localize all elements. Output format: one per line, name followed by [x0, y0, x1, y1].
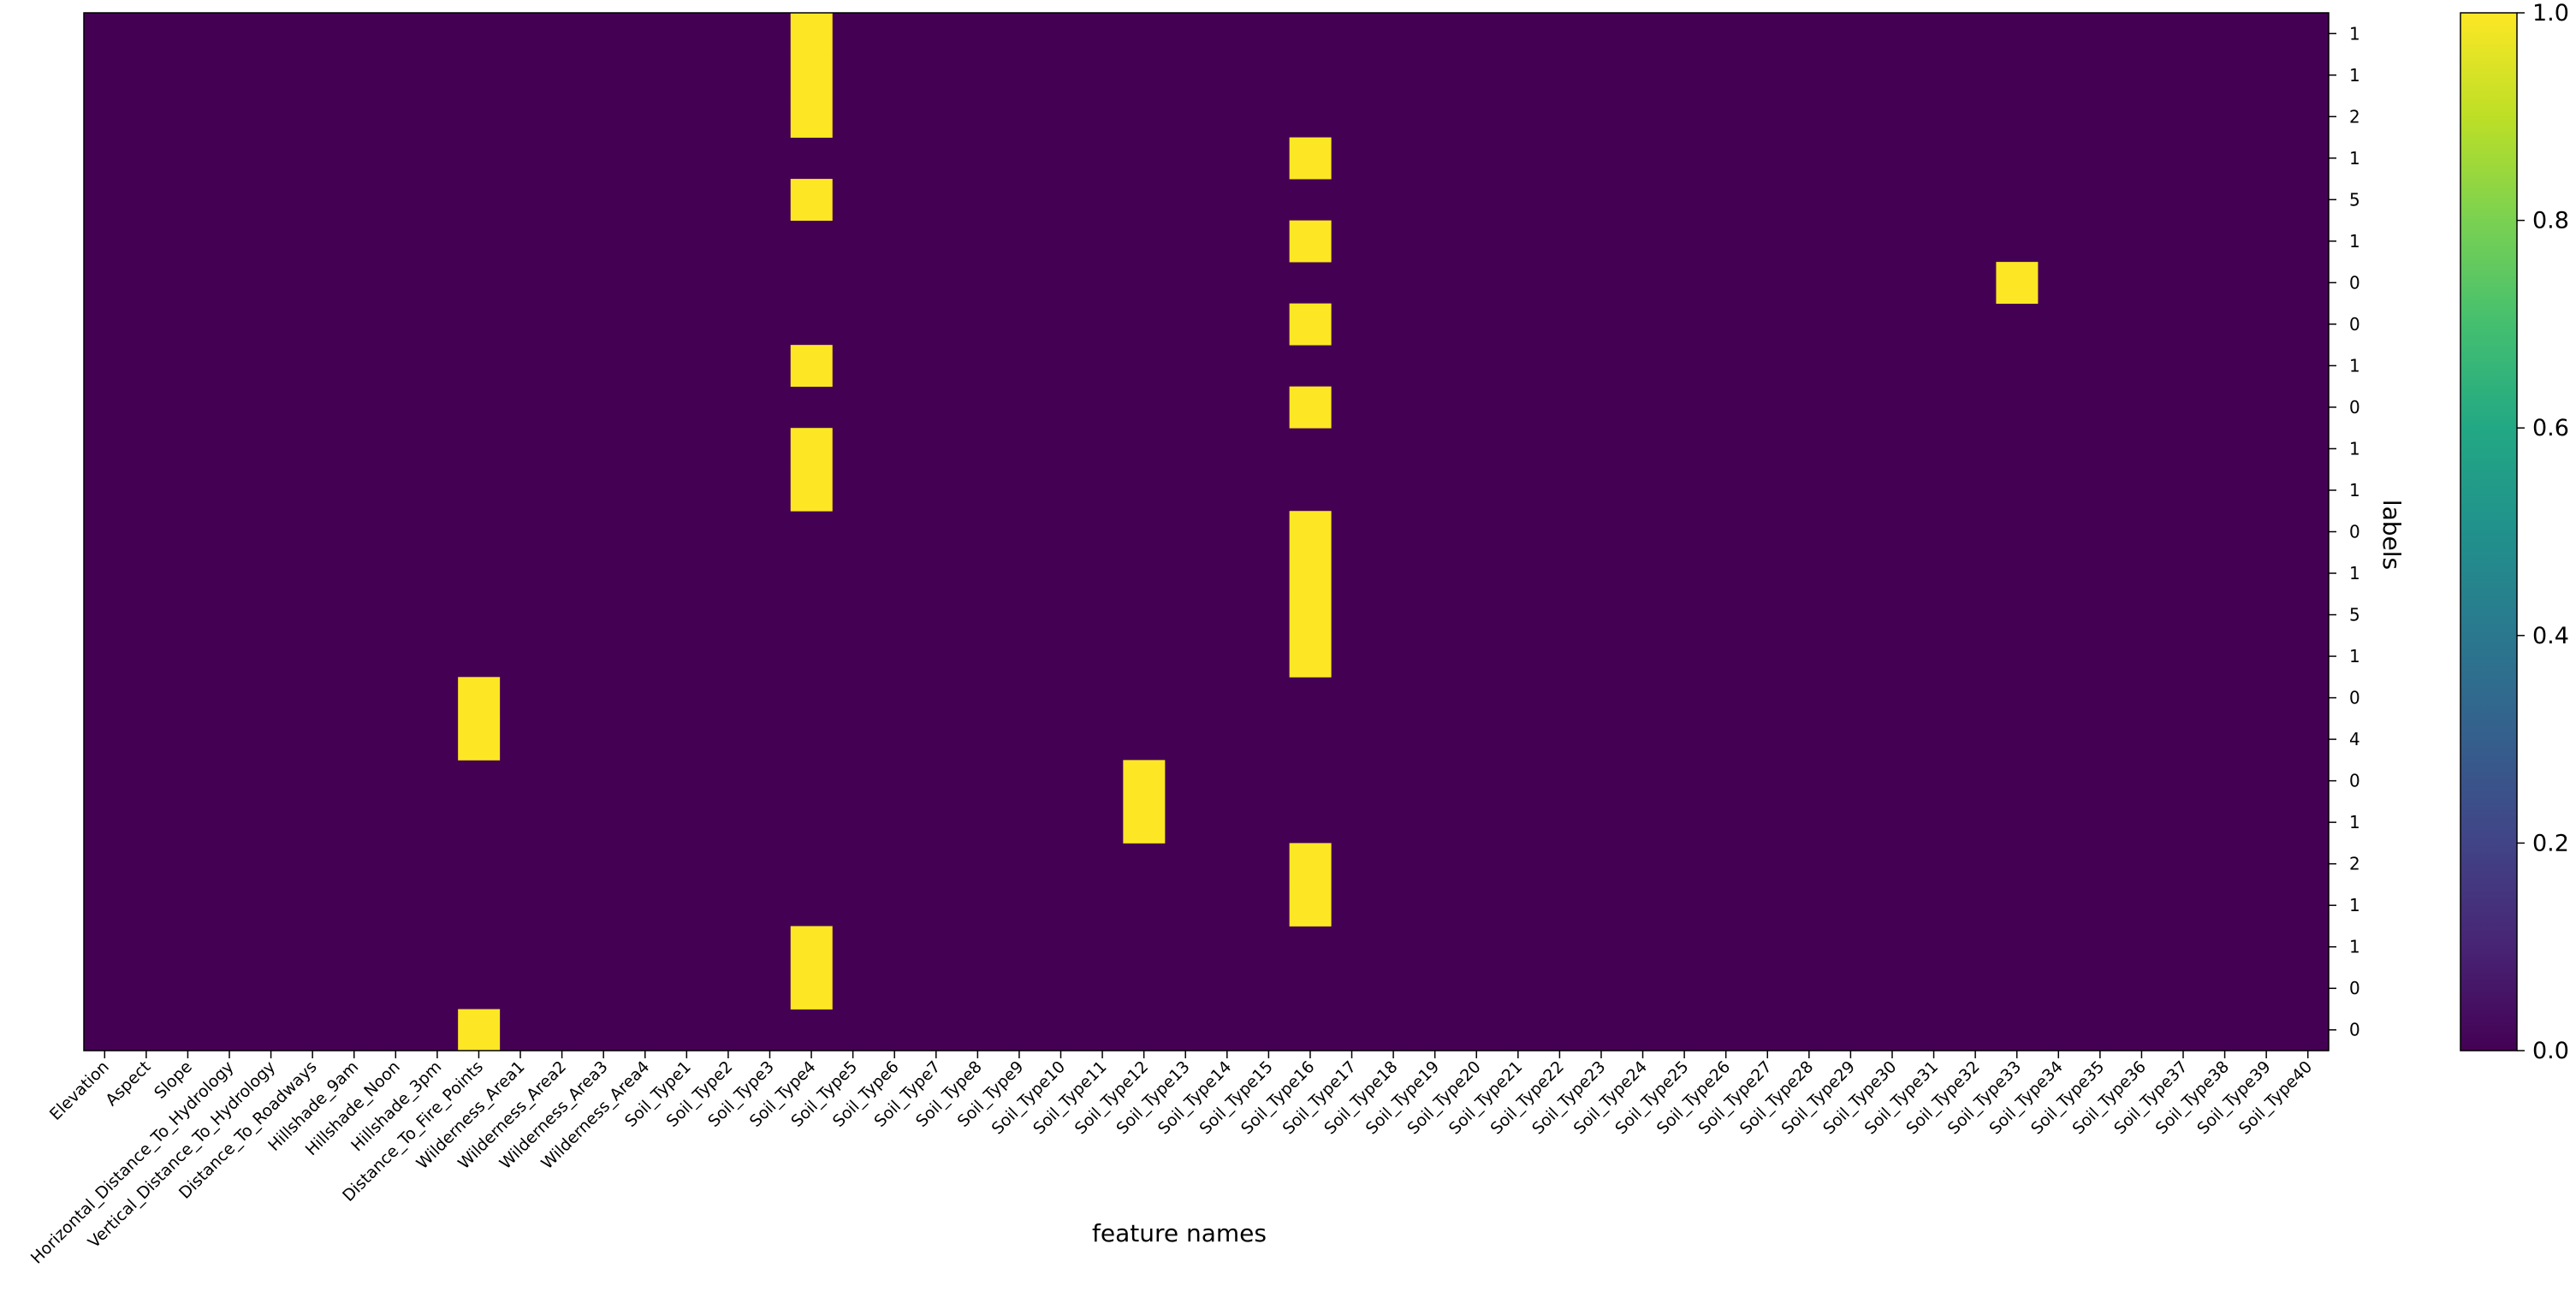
y-tick-label: 0	[2349, 1020, 2360, 1040]
colorbar	[2460, 12, 2518, 1051]
y-tick-label: 1	[2349, 895, 2360, 915]
heatmap-cell	[1123, 801, 1166, 844]
y-axis-label: labels	[2377, 500, 2406, 570]
heatmap-cell	[1289, 594, 1332, 637]
heatmap-cell	[458, 677, 501, 720]
heatmap-cell	[1289, 843, 1332, 886]
colorbar-ticks: 0.0 0.2 0.4 0.6 0.8 1.0	[2517, 0, 2569, 1064]
colorbar-tick-label: 1.0	[2532, 0, 2569, 27]
y-tick-label: 1	[2349, 480, 2360, 500]
y-tick-label: 5	[2349, 605, 2360, 625]
y-tick-label: 0	[2349, 397, 2360, 418]
y-tick-label: 1	[2349, 231, 2360, 252]
y-tick-label: 1	[2349, 646, 2360, 666]
colorbar-tick-label: 0.6	[2532, 415, 2569, 441]
heatmap-cell	[1289, 511, 1332, 554]
heatmap-cell	[790, 926, 833, 968]
heatmap-cell	[790, 54, 833, 97]
heatmap-cell	[1996, 262, 2039, 305]
heatmap-cell	[1123, 760, 1166, 803]
heatmap-cell	[1289, 552, 1332, 595]
y-tick-label: 1	[2349, 65, 2360, 86]
heatmap-cell	[1289, 220, 1332, 263]
y-tick-label: 2	[2349, 854, 2360, 874]
y-tick-label: 0	[2349, 978, 2360, 998]
colorbar-tick-label: 0.0	[2532, 1038, 2569, 1064]
heatmap-cell	[790, 179, 833, 221]
y-tick-label: 1	[2349, 438, 2360, 459]
x-axis-label: feature names	[1092, 1219, 1267, 1247]
y-tick-label: 1	[2349, 23, 2360, 44]
x-tick-label: Elevation	[46, 1057, 113, 1124]
heatmap-cell	[1289, 386, 1332, 429]
y-axis-ticks: 1 1 2 1 5 1 0 0 1 0 1 1 0 1 5 1 0 4 0 1 2 1 1 0 0	[2329, 23, 2360, 1040]
heatmap-cells	[458, 13, 2039, 1051]
y-tick-label: 1	[2349, 937, 2360, 957]
x-tick-label: Aspect	[102, 1057, 154, 1110]
heatmap-cell	[458, 718, 501, 761]
y-tick-label: 0	[2349, 272, 2360, 293]
heatmap-cell	[1289, 884, 1332, 927]
y-tick-label: 0	[2349, 522, 2360, 542]
heatmap-cell	[790, 96, 833, 138]
heatmap-cell	[458, 1009, 501, 1051]
y-tick-label: 0	[2349, 314, 2360, 335]
y-tick-label: 0	[2349, 688, 2360, 708]
heatmap-cell	[1289, 303, 1332, 346]
heatmap-cell	[790, 428, 833, 471]
heatmap-cell	[790, 469, 833, 512]
colorbar-tick-label: 0.4	[2532, 623, 2569, 649]
heatmap-cell	[1289, 137, 1332, 180]
colorbar-tick-label: 0.2	[2532, 830, 2569, 856]
y-tick-label: 1	[2349, 812, 2360, 832]
heatmap-cell	[790, 13, 833, 55]
y-tick-label: 0	[2349, 771, 2360, 791]
y-tick-label: 4	[2349, 729, 2360, 749]
y-tick-label: 5	[2349, 189, 2360, 210]
y-tick-label: 2	[2349, 106, 2360, 127]
y-tick-label: 1	[2349, 355, 2360, 376]
heatmap-cell	[790, 345, 833, 388]
heatmap-background	[84, 13, 2329, 1051]
y-tick-label: 1	[2349, 563, 2360, 583]
y-tick-label: 1	[2349, 148, 2360, 169]
heatmap-cell	[790, 967, 833, 1010]
colorbar-tick-label: 0.8	[2532, 208, 2569, 234]
heatmap-cell	[1289, 635, 1332, 678]
